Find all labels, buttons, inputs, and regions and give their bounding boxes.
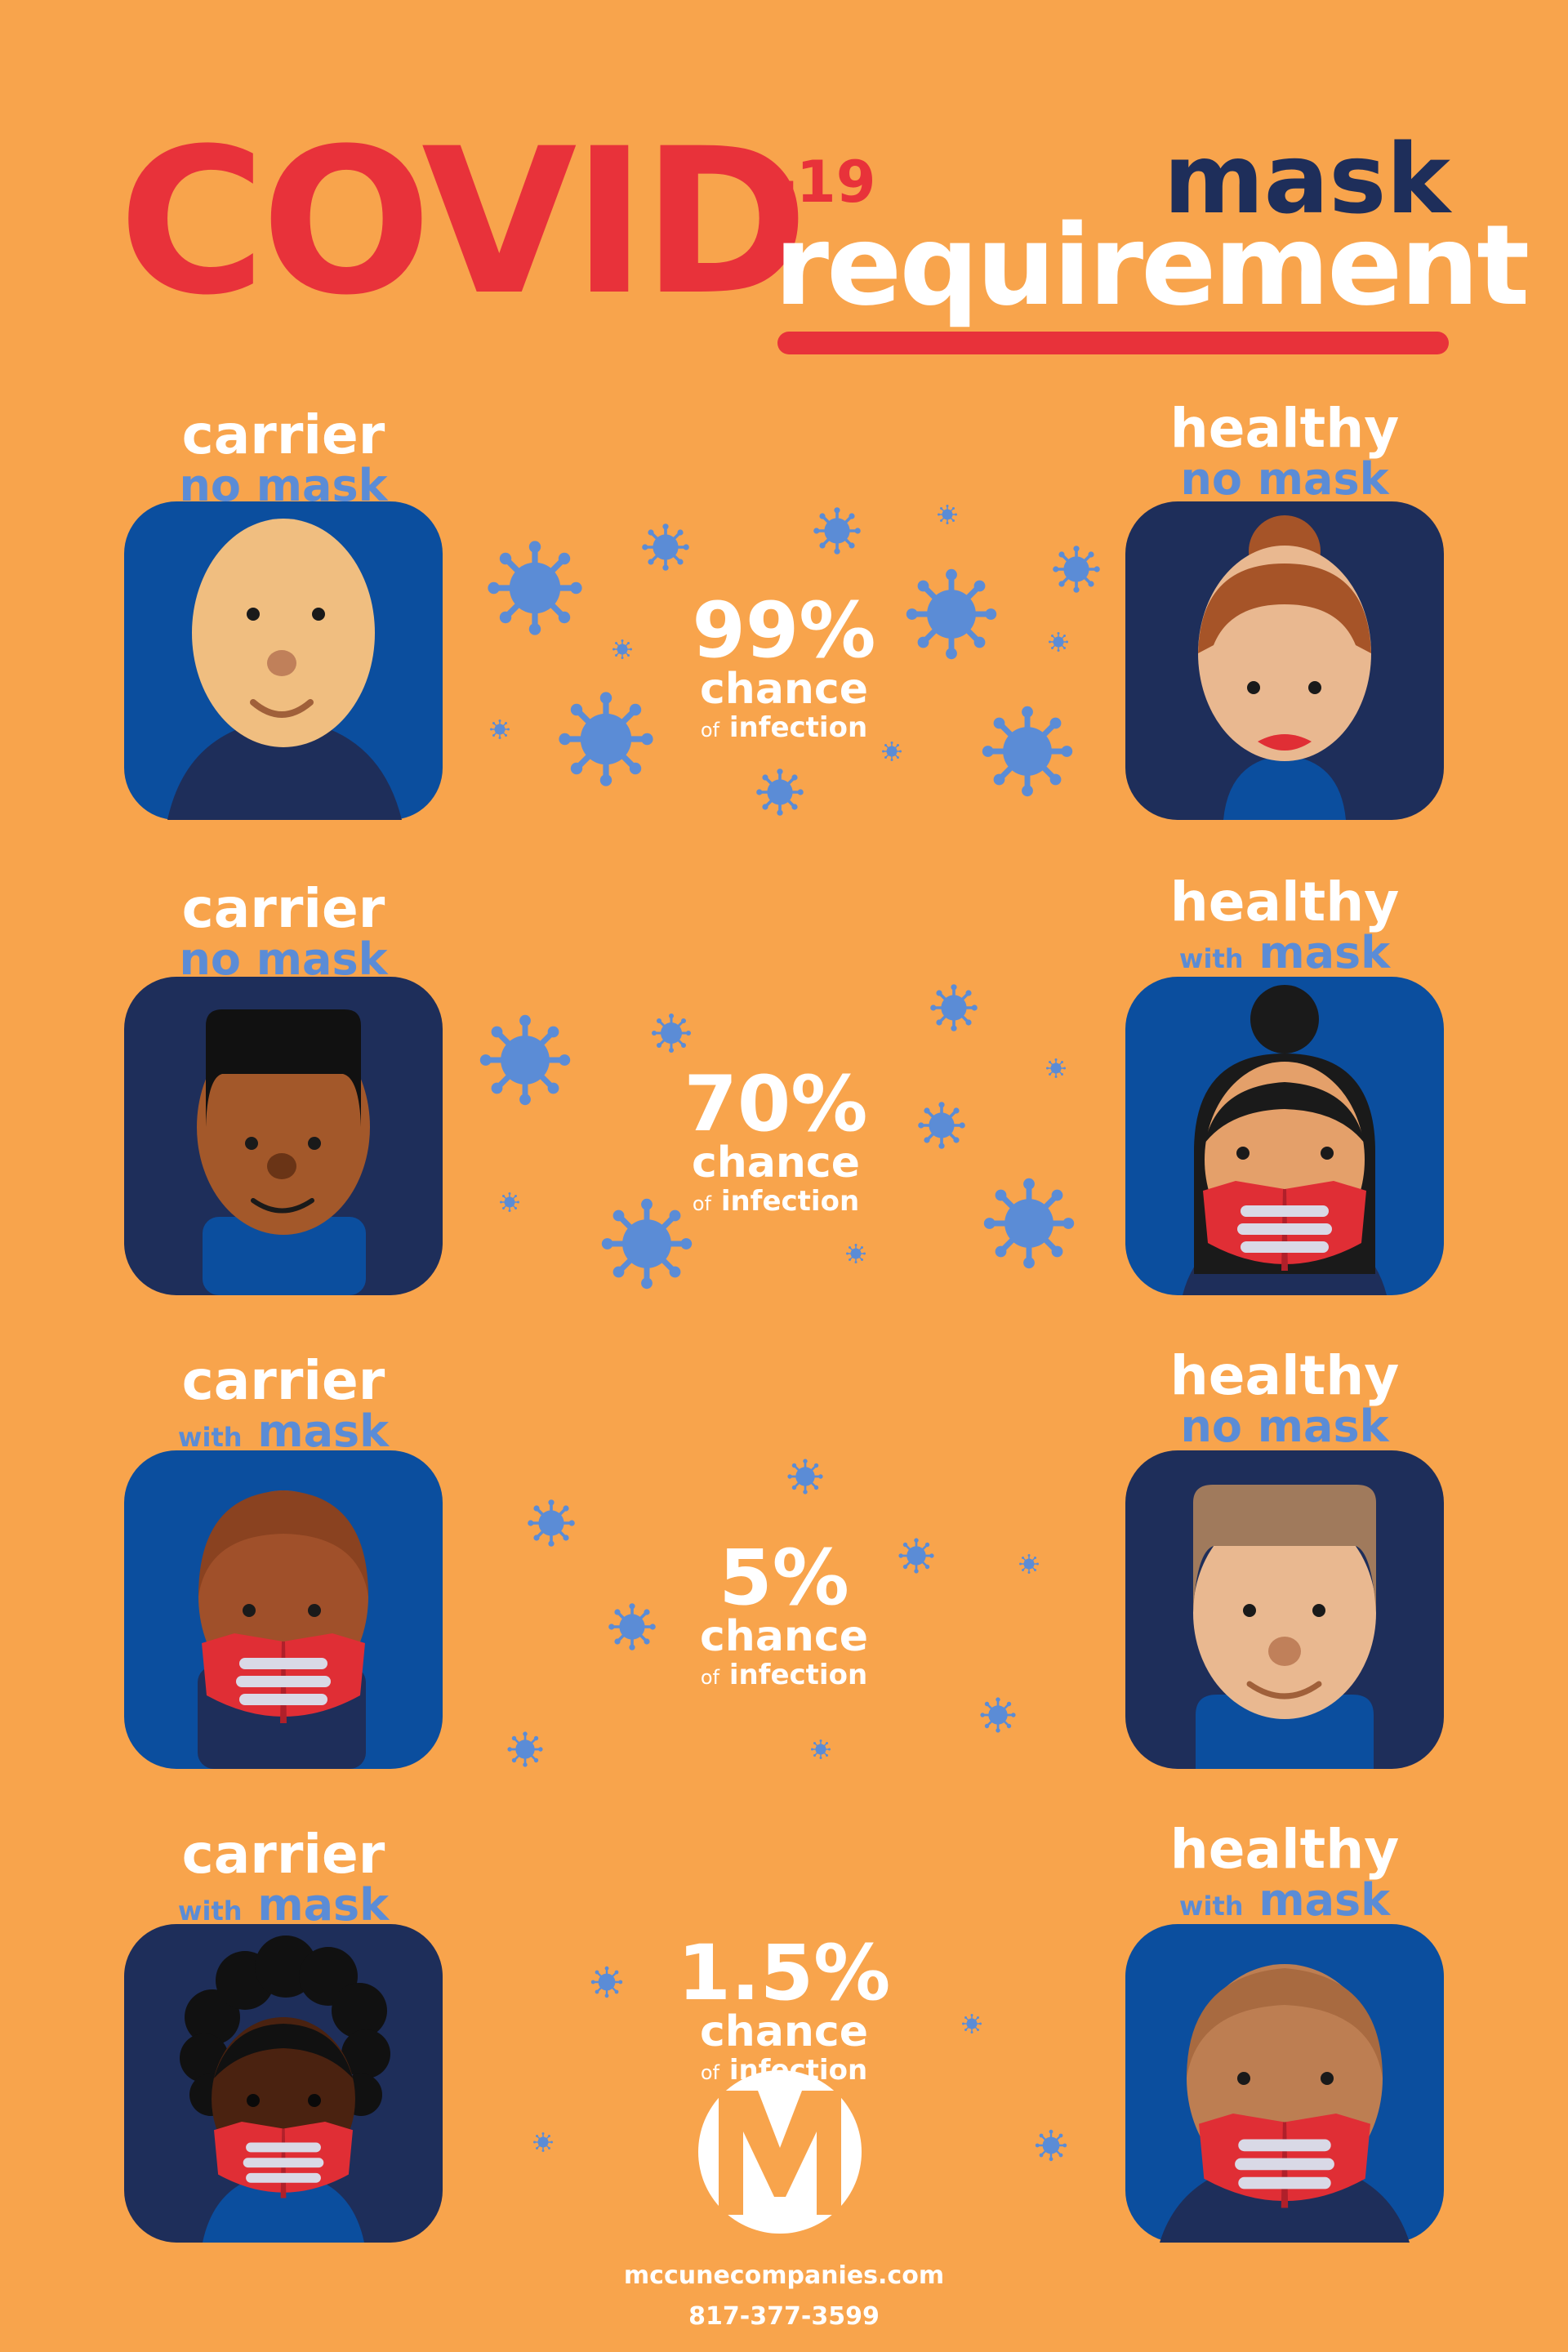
healthy-with: with: [1178, 943, 1244, 974]
company-website[interactable]: mccunecompanies.com: [623, 2261, 945, 2290]
infection-chance-2: 70% chance of infection: [621, 1060, 931, 1218]
healthy-state: no mask: [1180, 1401, 1389, 1452]
infection-word: infection: [728, 1659, 868, 1691]
healthy-label-3: healthy no mask: [1138, 1349, 1432, 1449]
healthy-role: healthy: [1169, 871, 1400, 933]
healthy-with: with: [1178, 1891, 1244, 1922]
chance-percent: 70%: [684, 1060, 868, 1149]
of-word: of: [700, 719, 719, 742]
healthy-role: healthy: [1169, 397, 1400, 460]
title-requirement: requirement: [774, 202, 1530, 331]
title-underline: [777, 332, 1449, 354]
healthy-label-1: healthy no mask: [1138, 402, 1432, 501]
carrier-role: carrier: [181, 403, 385, 466]
avatar-healthy-3: [1125, 1450, 1444, 1769]
infection-chance-1: 99% chance of infection: [629, 593, 939, 742]
healthy-mask: mask: [1258, 1874, 1391, 1926]
chance-word: chance: [699, 665, 869, 714]
carrier-with: with: [177, 1895, 243, 1927]
healthy-role: healthy: [1169, 1818, 1400, 1881]
avatar-carrier-3: [124, 1450, 443, 1769]
avatar-healthy-4: [1125, 1924, 1444, 2243]
carrier-state: no mask: [179, 933, 388, 985]
infection-word: infection: [728, 711, 868, 744]
title-mask: mask: [1163, 122, 1450, 235]
infection-word: infection: [728, 2054, 868, 2087]
infection-word: infection: [720, 1185, 860, 1218]
infection-chance-4: 1.5% chance of infection: [629, 1929, 939, 2087]
chance-word: chance: [691, 1138, 861, 1187]
title-covid: COVID: [118, 106, 808, 340]
chance-word: chance: [699, 2007, 869, 2056]
avatar-carrier-4: [124, 1924, 443, 2243]
carrier-role: carrier: [181, 1823, 385, 1886]
carrier-mask: mask: [257, 1879, 390, 1931]
carrier-role: carrier: [181, 877, 385, 940]
avatar-healthy-2: [1125, 977, 1444, 1295]
avatar-healthy-1: [1125, 501, 1444, 820]
of-word: of: [700, 2061, 719, 2084]
healthy-role: healthy: [1169, 1344, 1400, 1407]
company-logo-icon: [698, 2070, 862, 2234]
avatar-carrier-2: [124, 977, 443, 1295]
healthy-label-2: healthy with mask: [1138, 875, 1432, 975]
carrier-with: with: [177, 1422, 243, 1453]
chance-word: chance: [699, 1612, 869, 1661]
carrier-role: carrier: [181, 1349, 385, 1412]
of-word: of: [700, 1666, 719, 1689]
chance-percent: 99%: [692, 586, 876, 675]
company-phone[interactable]: 817-377-3599: [688, 2302, 880, 2331]
carrier-label-2: carrier no mask: [136, 882, 430, 982]
carrier-label-1: carrier no mask: [136, 408, 430, 508]
carrier-label-4: carrier with mask: [136, 1828, 430, 1927]
healthy-mask: mask: [1258, 927, 1391, 978]
healthy-state: no mask: [1180, 453, 1389, 505]
chance-percent: 1.5%: [677, 1929, 891, 2018]
title-covid-suffix: -19: [773, 149, 876, 216]
healthy-label-4: healthy with mask: [1138, 1823, 1432, 1922]
infection-chance-3: 5% chance of infection: [629, 1534, 939, 1691]
carrier-state: no mask: [179, 460, 388, 511]
avatar-carrier-1: [124, 501, 443, 820]
carrier-label-3: carrier with mask: [136, 1354, 430, 1454]
carrier-mask: mask: [257, 1405, 390, 1457]
chance-percent: 5%: [719, 1534, 849, 1623]
of-word: of: [692, 1192, 711, 1215]
